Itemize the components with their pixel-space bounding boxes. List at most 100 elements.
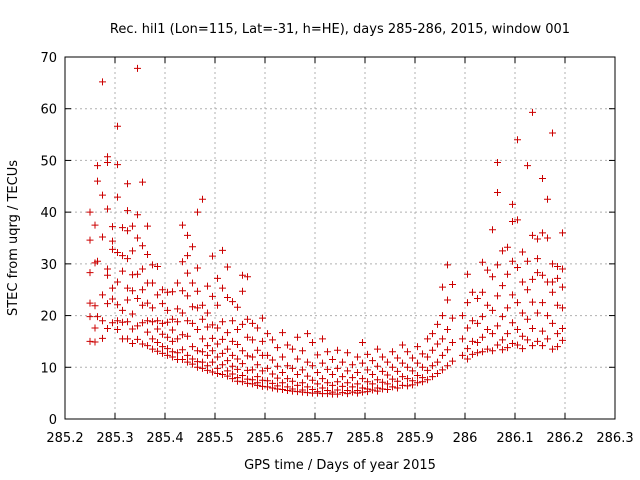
data-point	[269, 336, 276, 344]
y-tick-label: 60	[40, 103, 57, 118]
data-point	[374, 362, 381, 370]
data-point	[86, 269, 94, 277]
data-point	[294, 355, 301, 363]
data-point	[154, 317, 161, 325]
data-point	[159, 349, 166, 357]
data-point	[179, 287, 186, 295]
data-point	[244, 352, 251, 360]
data-point	[444, 296, 451, 304]
data-point	[204, 366, 211, 374]
data-point	[184, 252, 191, 260]
data-point	[254, 373, 261, 381]
data-point	[91, 221, 99, 229]
data-point	[234, 341, 241, 349]
data-point	[239, 372, 246, 380]
data-point	[559, 336, 566, 344]
data-point	[279, 353, 286, 361]
data-point	[379, 385, 386, 393]
data-point	[139, 301, 146, 309]
data-point	[519, 309, 526, 317]
data-point	[394, 384, 401, 392]
data-point	[509, 339, 516, 347]
data-point	[319, 359, 326, 367]
data-point	[469, 317, 476, 325]
data-point	[459, 335, 466, 343]
data-point	[284, 375, 291, 383]
data-point	[149, 335, 156, 343]
y-tick-label: 0	[49, 413, 57, 428]
data-point	[504, 330, 511, 338]
data-point	[259, 382, 266, 390]
data-point	[124, 180, 131, 188]
data-point	[529, 342, 536, 350]
data-point	[474, 295, 481, 303]
data-point	[489, 226, 496, 234]
data-point	[184, 269, 191, 277]
data-point	[469, 288, 476, 296]
data-point	[554, 274, 561, 282]
data-point	[509, 217, 516, 225]
data-point	[309, 362, 316, 370]
data-point	[214, 324, 221, 332]
data-point	[379, 367, 386, 375]
data-point	[549, 345, 556, 353]
data-point	[384, 386, 391, 394]
data-point	[449, 357, 456, 365]
data-point	[189, 303, 196, 311]
data-point	[484, 345, 491, 353]
x-tick-label: 286.3	[596, 431, 633, 446]
data-point	[449, 338, 456, 346]
y-tick-label: 50	[40, 154, 57, 169]
data-point	[86, 337, 94, 345]
data-point	[189, 279, 196, 287]
data-point	[224, 329, 231, 337]
data-point	[534, 337, 541, 345]
data-point	[209, 368, 216, 376]
data-point	[104, 158, 111, 166]
data-point	[509, 291, 516, 299]
data-point	[469, 350, 476, 358]
data-point	[339, 389, 346, 397]
data-point	[249, 336, 256, 344]
data-point	[294, 371, 301, 379]
data-point	[524, 257, 531, 265]
data-point	[154, 325, 161, 333]
data-point	[534, 235, 541, 243]
data-point	[424, 376, 431, 384]
data-point	[379, 353, 386, 361]
data-point	[129, 271, 136, 279]
data-point	[399, 381, 406, 389]
data-point	[444, 326, 451, 334]
data-point	[234, 365, 241, 373]
data-point	[299, 388, 306, 396]
data-point	[419, 378, 426, 386]
data-point	[289, 345, 296, 353]
data-point	[439, 312, 446, 320]
data-point	[359, 388, 366, 396]
data-point	[169, 337, 176, 345]
data-point	[219, 284, 226, 292]
data-point	[279, 379, 286, 387]
y-axis-label: STEC from uqrg / TECUs	[6, 160, 21, 316]
data-point	[329, 356, 336, 364]
data-point	[229, 362, 236, 370]
data-point	[424, 366, 431, 374]
data-point	[389, 348, 396, 356]
data-point	[204, 323, 211, 331]
data-point	[174, 349, 181, 357]
data-point	[404, 348, 411, 356]
data-point	[139, 340, 146, 348]
data-point	[544, 195, 551, 203]
data-point	[124, 255, 131, 263]
data-point	[259, 376, 266, 384]
data-point	[514, 263, 521, 271]
data-point	[279, 329, 286, 337]
data-point	[274, 344, 281, 352]
x-tick-label: 285.2	[46, 431, 83, 446]
data-point	[174, 305, 181, 313]
data-point	[479, 333, 486, 341]
data-point	[239, 287, 246, 295]
data-point	[114, 122, 121, 130]
data-point	[104, 325, 111, 332]
data-point	[559, 304, 566, 312]
